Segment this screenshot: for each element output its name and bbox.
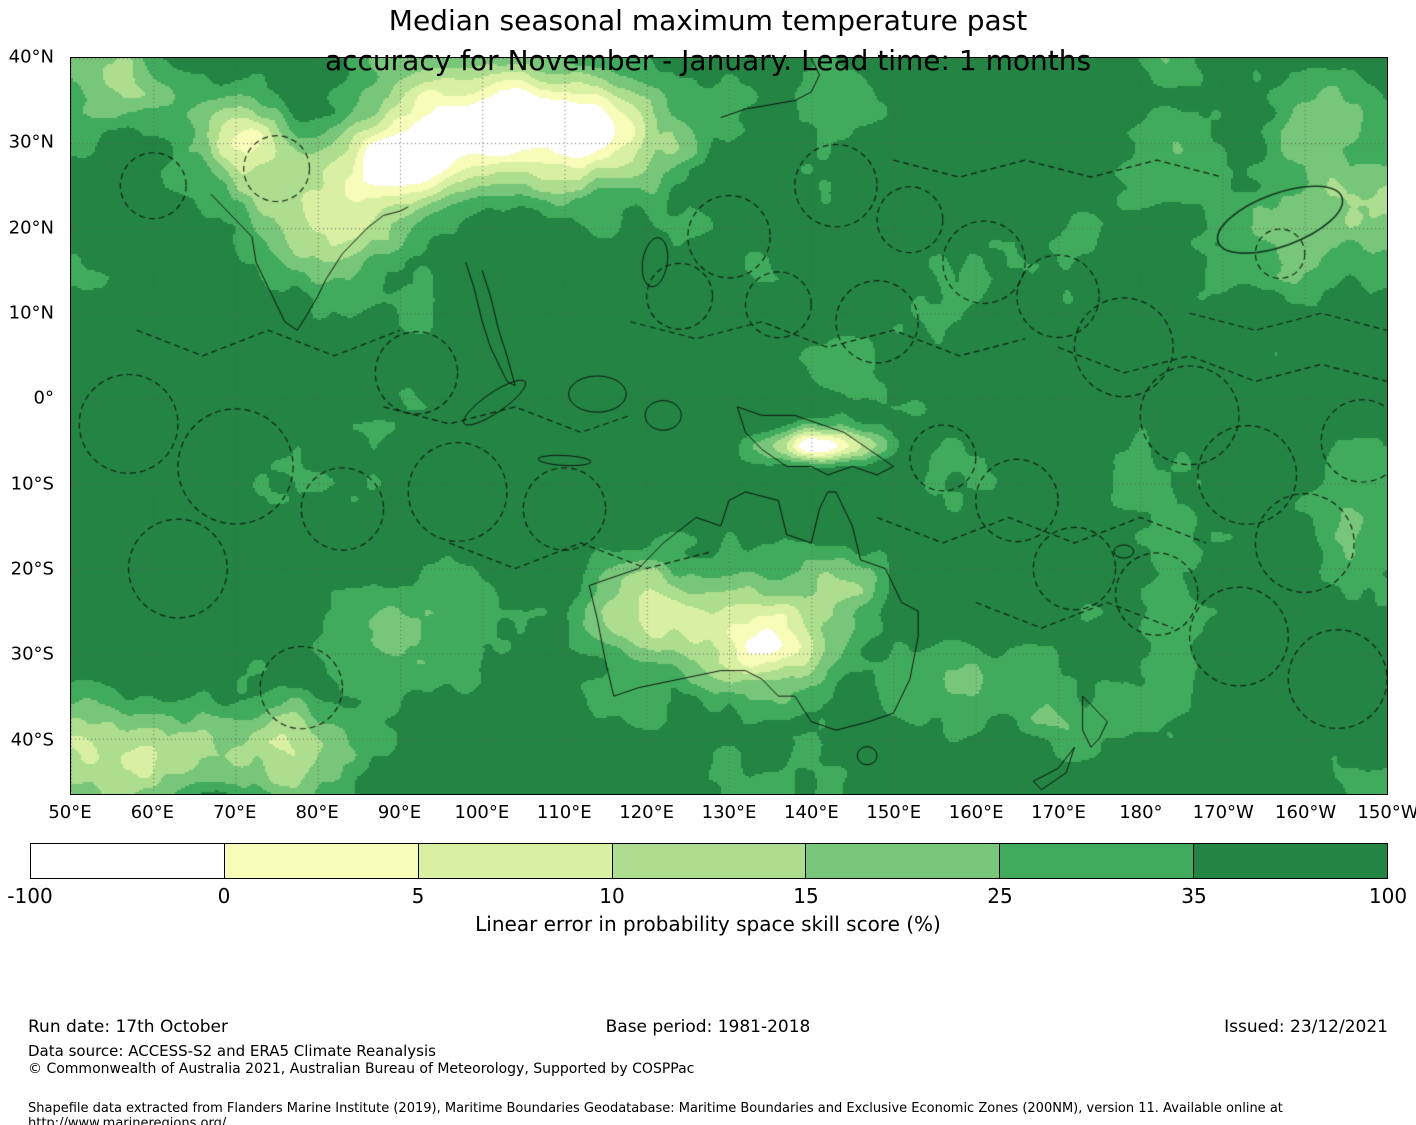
run-date: Run date: 17th October [28, 1017, 228, 1037]
colorbar [30, 843, 1388, 879]
x-axis: 50°E 60°E 70°E 80°E 90°E 100°E 110°E 120°E 130°E… [48, 802, 1416, 828]
colorbar-segment [806, 844, 1001, 878]
colorbar-tick-label: 5 [411, 884, 425, 908]
x-tick-label: 170°E [1031, 802, 1086, 823]
x-tick-label: 150°E [866, 802, 922, 823]
y-tick-label: 20°N [8, 217, 54, 239]
y-tick-label: 20°S [10, 558, 54, 580]
chart-title-line1: Median seasonal maximum temperature past [388, 4, 1028, 37]
shapefile-note: Shapefile data extracted from Flanders M… [28, 1101, 1283, 1125]
map-canvas [71, 58, 1387, 794]
data-source: Data source: ACCESS-S2 and ERA5 Climate … [28, 1042, 436, 1060]
x-tick-label: 50°E [48, 802, 92, 823]
colorbar-segment [31, 844, 225, 878]
x-tick-label: 170°W [1192, 802, 1254, 823]
colorbar-tick-label: -100 [7, 884, 53, 908]
colorbar-ticks: -100 0 5 10 15 25 35 100 [7, 884, 1407, 910]
issued-date: Issued: 23/12/2021 [1224, 1017, 1388, 1037]
copyright: © Commonwealth of Australia 2021, Austra… [28, 1061, 695, 1077]
colorbar-segment [1000, 844, 1195, 878]
x-tick-label: 160°W [1275, 802, 1337, 823]
colorbar-tick-label: 10 [599, 884, 625, 908]
x-tick-label: 80°E [295, 802, 339, 823]
x-tick-label: 160°E [948, 802, 1004, 823]
colorbar-segment [612, 844, 807, 878]
x-tick-label: 70°E [213, 802, 257, 823]
x-tick-label: 100°E [454, 802, 510, 823]
y-tick-label: 0° [33, 387, 54, 409]
map-plot [70, 57, 1388, 795]
colorbar-tick-label: 0 [217, 884, 231, 908]
x-tick-label: 130°E [701, 802, 757, 823]
footer-row: Run date: 17th October Base period: 1981… [28, 1017, 1388, 1039]
colorbar-label: Linear error in probability space skill … [475, 912, 941, 936]
y-tick-label: 30°S [10, 643, 54, 665]
colorbar-segment [224, 844, 419, 878]
y-tick-label: 30°N [8, 131, 54, 153]
x-tick-label: 120°E [619, 802, 674, 823]
x-tick-label: 180° [1119, 802, 1163, 823]
y-tick-label: 40°S [10, 729, 54, 751]
base-period: Base period: 1981-2018 [605, 1017, 811, 1037]
colorbar-segment [1194, 844, 1388, 878]
colorbar-tick-label: 25 [987, 884, 1013, 908]
y-tick-label: 10°S [10, 473, 54, 495]
y-tick-label: 10°N [8, 302, 54, 324]
x-tick-label: 150°W [1357, 802, 1416, 823]
x-tick-label: 90°E [377, 802, 422, 823]
colorbar-tick-label: 100 [1368, 884, 1408, 908]
colorbar-tick-label: 15 [793, 884, 819, 908]
colorbar-tick-label: 35 [1181, 884, 1207, 908]
y-axis: 40°N 30°N 20°N 10°N 0° 10°S 20°S 30°S 40°S [0, 47, 62, 795]
y-tick-label: 40°N [8, 46, 54, 68]
colorbar-segment [418, 844, 613, 878]
x-tick-label: 110°E [536, 802, 592, 823]
x-tick-label: 60°E [130, 802, 175, 823]
x-tick-label: 140°E [784, 802, 839, 823]
